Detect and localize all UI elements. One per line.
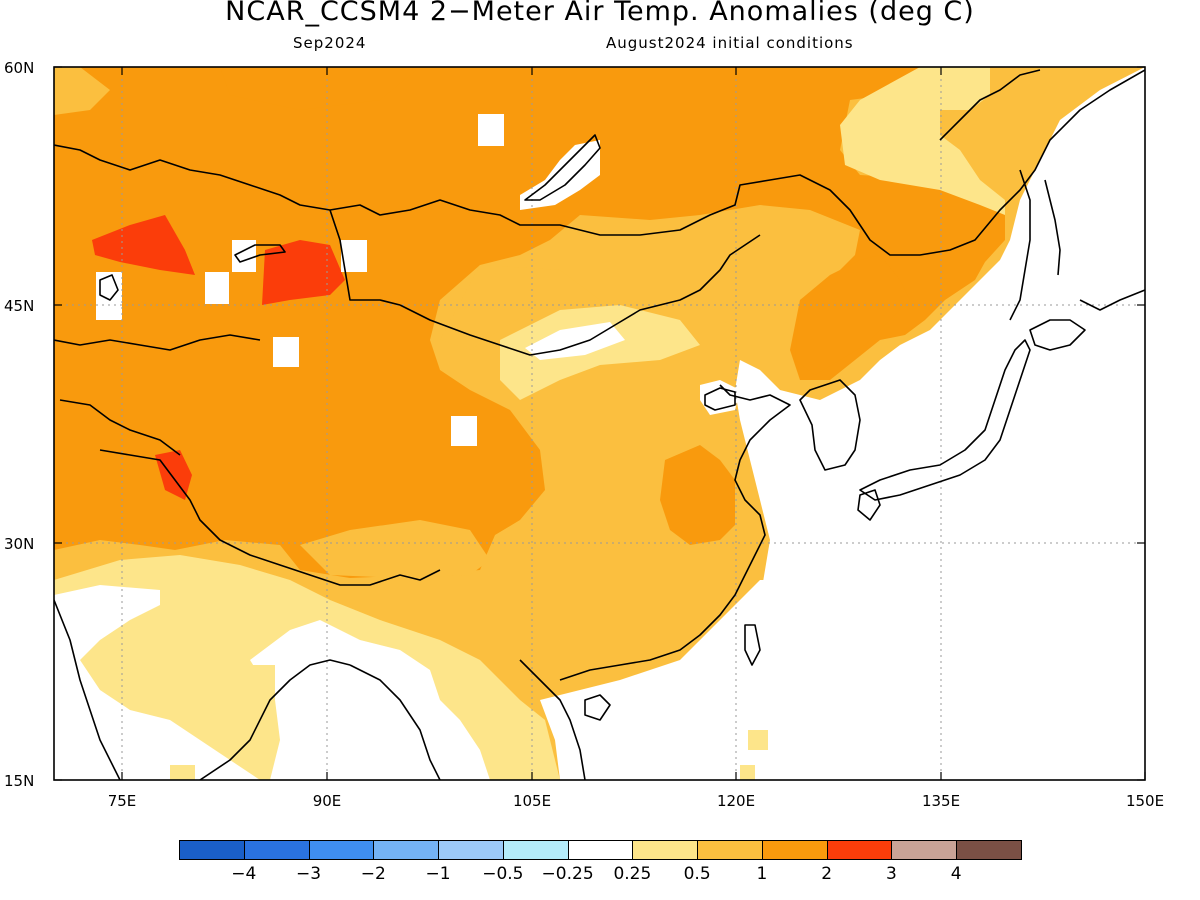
- lon-label-135e: 135E: [922, 792, 960, 810]
- colorbar-tick-label: 0.25: [613, 864, 652, 884]
- colorbar-tick-label: −2: [360, 864, 386, 884]
- map-title: NCAR_CCSM4 2−Meter Air Temp. Anomalies (…: [225, 0, 975, 27]
- colorbar-tick-label: −1: [425, 864, 451, 884]
- anomaly-field: [54, 67, 1145, 780]
- colorbar-swatch: [373, 840, 440, 860]
- lon-label-120e: 120E: [717, 792, 755, 810]
- coastlines-borders: [54, 69, 1145, 780]
- colorbar-tick-label: 4: [950, 864, 962, 884]
- colorbar-swatch: [567, 840, 634, 860]
- map-frame: [53, 66, 1146, 781]
- lat-label-30n: 30N: [4, 535, 34, 553]
- colorbar-swatch: [502, 840, 569, 860]
- lat-label-15n: 15N: [4, 772, 34, 790]
- colorbar-swatch: [632, 840, 699, 860]
- colorbar-tick-label: 1: [756, 864, 768, 884]
- colorbar-swatch: [891, 840, 958, 860]
- colorbar-swatch: [697, 840, 763, 860]
- lon-label-75e: 75E: [108, 792, 137, 810]
- lat-label-45n: 45N: [4, 297, 34, 315]
- initial-conditions: August2024 initial conditions: [606, 34, 854, 52]
- colorbar-tick-label: 2: [821, 864, 833, 884]
- colorbar-swatch: [179, 840, 245, 860]
- lon-label-90e: 90E: [313, 792, 342, 810]
- colorbar-tick-label: 0.5: [683, 864, 711, 884]
- colorbar-swatch: [826, 840, 893, 860]
- lon-label-105e: 105E: [513, 792, 551, 810]
- colorbar-tick-label: −0.25: [541, 864, 594, 884]
- colorbar-swatch: [761, 840, 828, 860]
- lon-label-150e: 150E: [1126, 792, 1164, 810]
- colorbar-tick-label: −0.5: [482, 864, 524, 884]
- colorbar-tick-label: −3: [296, 864, 322, 884]
- colorbar-swatch: [438, 840, 504, 860]
- colorbar-swatch: [308, 840, 375, 860]
- lat-label-60n: 60N: [4, 59, 34, 77]
- colorbar-swatch: [243, 840, 310, 860]
- colorbar-tick-label: −4: [231, 864, 257, 884]
- colorbar-swatch: [956, 840, 1022, 860]
- colorbar: [179, 840, 1022, 862]
- colorbar-tick-label: 3: [886, 864, 897, 884]
- forecast-month: Sep2024: [293, 34, 367, 52]
